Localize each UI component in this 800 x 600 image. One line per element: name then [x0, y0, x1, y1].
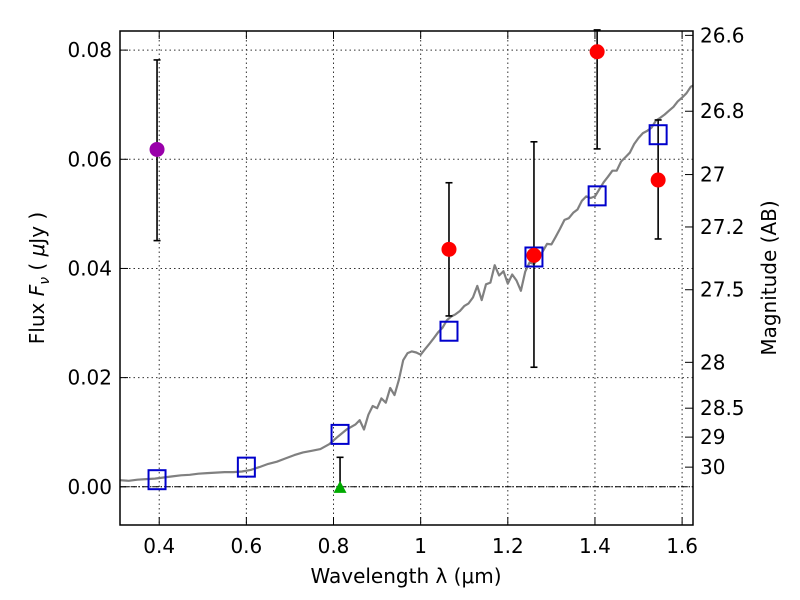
model-photometry-square [147, 469, 167, 491]
x-tick-label: 1 [414, 534, 427, 558]
observed-flux-point [650, 172, 666, 188]
y-axis-label: Flux Fν ( μJy ) [25, 212, 53, 344]
x-tick-label: 1.2 [492, 534, 524, 558]
x-tick-label: 0.6 [230, 534, 262, 558]
axes: 0.4 0.6 0.8 1 1.2 1.4 1.6 0.00 0.02 0.04 0.06 0.08 2… [67, 23, 744, 558]
model-photometry-square [587, 185, 607, 207]
observed-flux-point [441, 241, 457, 257]
plot-area [119, 29, 694, 493]
mag-tick-label: 27.5 [700, 278, 745, 302]
y-axis-label-mu: μ [25, 244, 49, 258]
observed-flux-point [526, 247, 542, 263]
y-axis-label-unit: Jy ) [25, 212, 49, 246]
model-photometry-square [439, 320, 459, 342]
mag-tick-label: 27.2 [700, 215, 745, 239]
mag-tick-label: 28.5 [700, 396, 745, 420]
y-tick-label: 0.08 [67, 38, 112, 62]
y2-axis-label: Magnitude (AB) [757, 200, 781, 355]
upper-limit-triangle [333, 480, 347, 493]
y-axis-label-prefix: Flux [25, 296, 49, 344]
model-photometry-square [236, 456, 256, 478]
x-axis-label: Wavelength λ (μm) [310, 564, 501, 588]
mag-tick-label: 28 [700, 350, 725, 374]
y-tick-label: 0.06 [67, 147, 112, 171]
y-axis-label-subscript: ν [37, 277, 53, 285]
y-tick-label: 0.00 [67, 475, 112, 499]
grid [120, 31, 693, 525]
x-tick-label: 0.4 [143, 534, 175, 558]
mag-tick-label: 27 [700, 163, 725, 187]
model-photometry-square [330, 423, 350, 445]
y-tick-label: 0.04 [67, 256, 112, 280]
model-photometry-square [524, 246, 544, 268]
observed-flux-point [149, 141, 165, 157]
y-tick-label: 0.02 [67, 366, 112, 390]
x-tick-label: 1.4 [579, 534, 611, 558]
model-photometry-square [648, 124, 668, 146]
mag-tick-label: 30 [700, 455, 725, 479]
mag-tick-label: 29 [700, 425, 725, 449]
mag-tick-label: 26.8 [700, 99, 745, 123]
x-tick-label: 0.8 [318, 534, 350, 558]
y-axis-label-unit-open: ( [25, 256, 49, 277]
y-axis-label-symbol: F [25, 284, 49, 296]
plot-frame [119, 30, 694, 526]
x-tick-label: 1.6 [666, 534, 698, 558]
model-spectrum-line [119, 84, 694, 482]
observed-flux-point [589, 44, 605, 60]
mag-tick-label: 26.6 [700, 23, 745, 47]
